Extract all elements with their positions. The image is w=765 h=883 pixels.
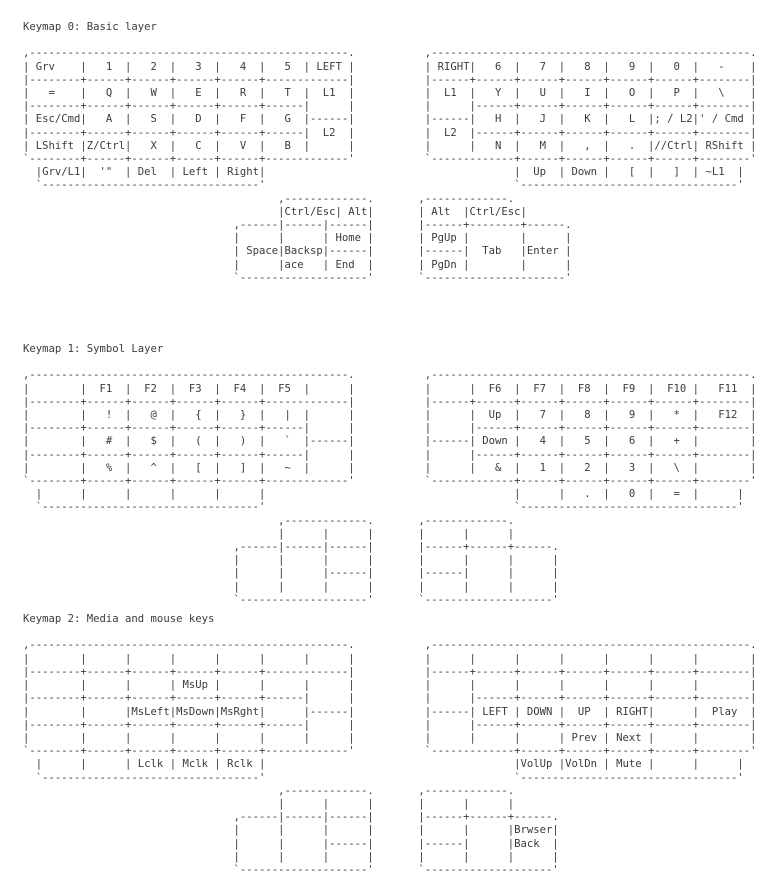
- keymap-section-symbol-layer: Keymap 1: Symbol Layer ,----------------…: [23, 343, 765, 607]
- keymap-0-heading: Keymap 0: Basic layer: [23, 21, 157, 33]
- keymap-2-ascii-art: ,---------------------------------------…: [23, 639, 757, 876]
- keymap-1-ascii-art: ,---------------------------------------…: [23, 369, 757, 606]
- keymap-section-basic-layer: Keymap 0: Basic layer ,-----------------…: [23, 21, 765, 285]
- keymap-2-heading: Keymap 2: Media and mouse keys: [23, 613, 215, 626]
- keymap-0-ascii-art: ,---------------------------------------…: [23, 47, 757, 284]
- keymap-section-media-mouse-layer: Keymap 2: Media and mouse keys ,--------…: [23, 613, 765, 877]
- keymap-1-heading: Keymap 1: Symbol Layer: [23, 343, 164, 356]
